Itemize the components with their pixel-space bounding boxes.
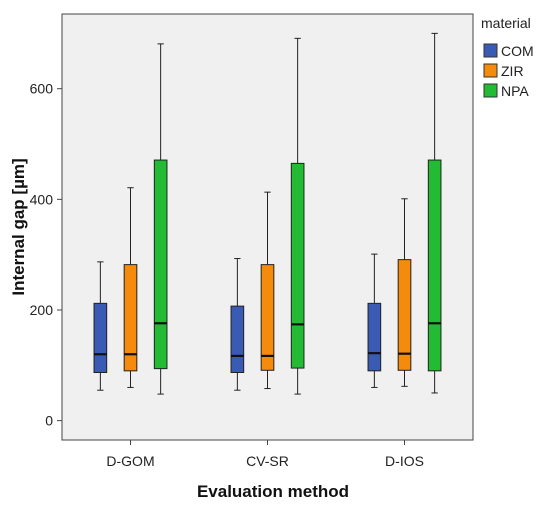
iqr-box <box>230 305 245 374</box>
iqr-box <box>260 264 275 371</box>
x-tick-label: CV-SR <box>246 453 289 469</box>
box-zir-d-gom <box>123 187 138 388</box>
x-axis-title: Evaluation method <box>197 482 349 501</box>
y-axis-title: Internal gap [µm] <box>9 158 28 295</box>
box-series <box>93 32 442 395</box>
box-com-d-ios <box>367 253 382 388</box>
box-npa-d-gom <box>153 43 168 395</box>
box-zir-d-ios <box>397 198 412 387</box>
box-com-d-gom <box>93 261 108 391</box>
iqr-box <box>290 162 305 369</box>
y-tick-label: 400 <box>30 191 54 207</box>
legend-swatch-zir <box>483 63 498 78</box>
y-tick-label: 600 <box>30 81 54 97</box>
iqr-box <box>153 159 168 370</box>
x-axis: D-GOM CV-SR D-IOS <box>106 440 424 469</box>
legend-label-zir: ZIR <box>501 63 524 79</box>
x-tick-label: D-IOS <box>385 453 424 469</box>
legend-swatch-com <box>483 43 498 58</box>
legend-title: material <box>481 15 531 31</box>
legend: COM ZIR NPA <box>483 43 534 99</box>
box-zir-cv-sr <box>260 191 275 390</box>
iqr-box <box>93 302 108 374</box>
x-tick-label: D-GOM <box>106 453 154 469</box>
box-com-cv-sr <box>230 258 245 391</box>
y-axis: 0 200 400 600 <box>30 81 62 429</box>
iqr-box <box>123 264 138 372</box>
box-npa-cv-sr <box>290 37 305 395</box>
y-tick-label: 0 <box>45 413 53 429</box>
box-npa-d-ios <box>427 32 442 394</box>
legend-label-npa: NPA <box>501 83 529 99</box>
y-tick-label: 200 <box>30 302 54 318</box>
legend-label-com: COM <box>501 43 534 59</box>
iqr-box <box>427 159 442 372</box>
legend-swatch-npa <box>483 83 498 98</box>
iqr-box <box>397 259 412 371</box>
iqr-box <box>367 302 382 372</box>
